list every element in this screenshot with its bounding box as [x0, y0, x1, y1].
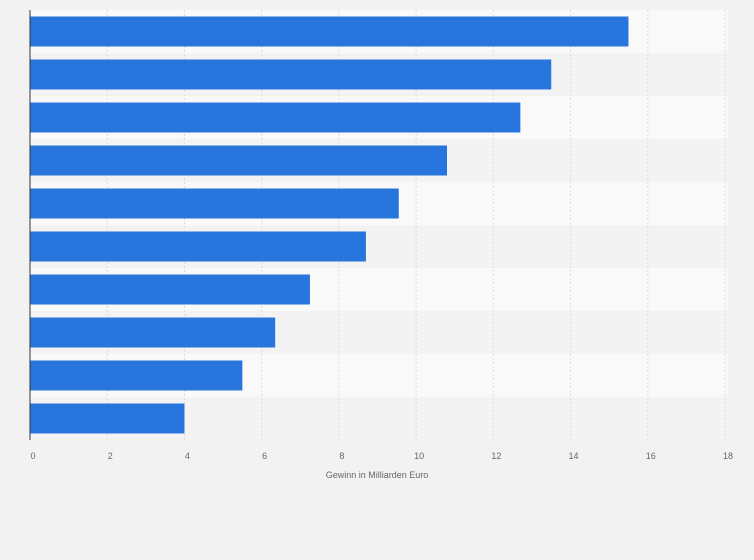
x-tick-label: 14 — [569, 451, 579, 461]
bar[interactable] — [30, 317, 276, 348]
x-tick-label: 18 — [723, 451, 733, 461]
bar[interactable] — [30, 231, 366, 262]
x-tick-label: 12 — [491, 451, 501, 461]
x-tick-label: 16 — [646, 451, 656, 461]
x-tick-label: 0 — [30, 451, 35, 461]
x-tick-label: 2 — [108, 451, 113, 461]
bar[interactable] — [30, 274, 310, 305]
x-axis-label: Gewinn in Milliarden Euro — [326, 470, 429, 480]
bar[interactable] — [30, 102, 521, 133]
bar[interactable] — [30, 360, 243, 391]
x-tick-label: 8 — [339, 451, 344, 461]
bar[interactable] — [30, 59, 552, 90]
x-tick-label: 6 — [262, 451, 267, 461]
bar[interactable] — [30, 145, 447, 176]
bar[interactable] — [30, 403, 185, 434]
bar[interactable] — [30, 188, 399, 219]
x-tick-label: 10 — [414, 451, 424, 461]
x-tick-label: 4 — [185, 451, 190, 461]
bar[interactable] — [30, 16, 629, 47]
